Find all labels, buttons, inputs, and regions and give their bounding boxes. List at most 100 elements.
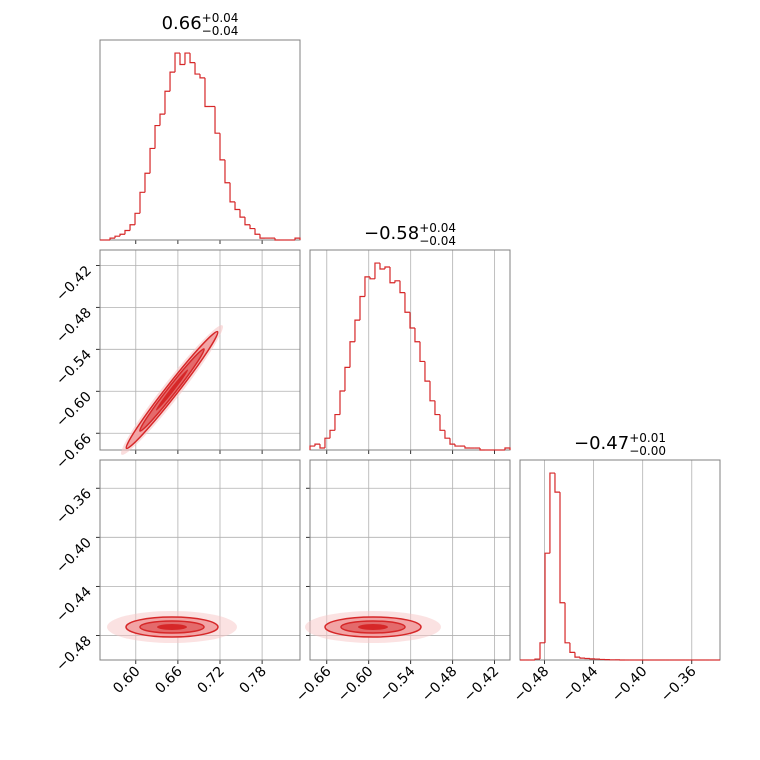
histogram-bin (119, 233, 125, 237)
histogram-bin (464, 446, 470, 449)
x-tick-label: −0.66 (293, 663, 335, 705)
histogram-bin (129, 224, 136, 231)
histogram-bin (349, 341, 355, 368)
histogram-bin (359, 295, 365, 321)
panel-background (520, 460, 720, 660)
histogram-bin (244, 217, 251, 226)
histogram-bin (399, 280, 405, 294)
histogram-bin (454, 444, 460, 447)
histogram-bin (419, 341, 425, 363)
histogram-bin (249, 224, 256, 230)
histogram-bin (564, 602, 570, 644)
density-contours (107, 325, 441, 643)
title-plus: +0.01 (629, 431, 666, 445)
contour-panel-2-1 (305, 611, 441, 643)
histogram-bin (444, 430, 450, 439)
y-tick-label: −0.48 (53, 305, 95, 347)
title-value: −0.58 (364, 223, 419, 244)
y-tick-label: −0.42 (53, 263, 95, 305)
histogram-bin (354, 319, 360, 342)
histogram-bin (199, 74, 205, 79)
histogram-bin (449, 438, 455, 445)
histogram-bin (224, 159, 231, 184)
contour-panel-1-0 (121, 325, 223, 455)
histogram-bin (219, 133, 225, 161)
histogram-bin (134, 212, 140, 225)
histogram-bin (114, 235, 120, 239)
histogram-bin (389, 267, 395, 284)
panel-frame (309, 249, 511, 451)
axes-layer (100, 40, 720, 660)
histogram-bin (374, 262, 380, 279)
histogram-bin (214, 106, 220, 134)
x-tick-label: −0.42 (461, 664, 503, 706)
histogram-bin (534, 658, 540, 660)
panel-frame (99, 39, 301, 241)
y-tick-label: −0.60 (53, 389, 95, 431)
histogram-bin (259, 234, 265, 239)
histogram-bin (159, 113, 165, 126)
histogram-bin (149, 147, 156, 174)
histogram-bin (434, 400, 440, 416)
x-tick-label: −0.48 (419, 664, 461, 706)
y-tick-label: −0.48 (53, 633, 95, 675)
contour (157, 624, 187, 630)
histogram-bin (479, 448, 485, 451)
x-tick-label: −0.48 (511, 664, 553, 706)
panel-title: −0.47+0.01 −0.00 (574, 431, 666, 458)
histogram-bin (309, 445, 315, 450)
histogram-bin (369, 276, 375, 280)
x-tick-label: 0.78 (237, 664, 270, 697)
histogram-bin (189, 53, 196, 64)
histogram-bin (424, 361, 430, 382)
histogram-bin (179, 53, 185, 66)
contour-panel-2-0 (107, 611, 237, 643)
x-tick-label: 0.60 (110, 664, 143, 697)
histogram-bin (384, 266, 390, 269)
x-tick-label: −0.36 (658, 663, 700, 705)
y-tick-label: −0.54 (53, 347, 95, 389)
x-tick-label: −0.54 (377, 663, 419, 705)
histogram-bin (319, 444, 325, 449)
title-minus: −0.04 (419, 234, 456, 248)
histogram-bin (334, 413, 340, 431)
title-minus: −0.04 (202, 24, 239, 38)
histogram-bin (329, 429, 335, 439)
histogram-bin (109, 237, 116, 240)
title-minus: −0.00 (629, 444, 666, 458)
histogram-bin (339, 390, 345, 415)
y-tick-label: −0.44 (53, 584, 95, 626)
histogram-bin (124, 229, 131, 235)
contour (358, 624, 388, 630)
histogram-bin (314, 443, 320, 447)
panel-frame (99, 459, 301, 661)
histogram-bin (144, 172, 151, 193)
x-tick-label: 0.66 (152, 663, 185, 696)
histogram-bin (204, 77, 211, 108)
x-tick-label: −0.44 (560, 663, 602, 705)
histogram-bin (549, 472, 555, 554)
title-value: 0.66 (162, 13, 202, 34)
histogram-bin (324, 437, 330, 449)
histogram-bin (364, 276, 370, 297)
title-value: −0.47 (574, 433, 629, 454)
histogram-bin (294, 237, 301, 240)
histogram-bin (154, 124, 160, 149)
panel-background (310, 250, 510, 450)
panel-frame (99, 249, 301, 451)
histogram-bin (439, 414, 445, 431)
histogram-bin (184, 52, 191, 65)
y-tick-label: −0.36 (53, 486, 95, 528)
histogram-bin (404, 292, 410, 313)
histogram-bin (544, 552, 550, 643)
histogram-bin (569, 642, 575, 653)
histogram-bin (574, 652, 580, 658)
contour (155, 369, 189, 411)
y-tick-label: −0.40 (53, 535, 95, 577)
x-tick-label: −0.40 (609, 664, 651, 706)
histogram-bin (559, 492, 566, 604)
histogram-bin (254, 228, 260, 235)
histogram-bin (379, 263, 385, 270)
panel-title: 0.66+0.04 −0.04 (162, 11, 239, 38)
